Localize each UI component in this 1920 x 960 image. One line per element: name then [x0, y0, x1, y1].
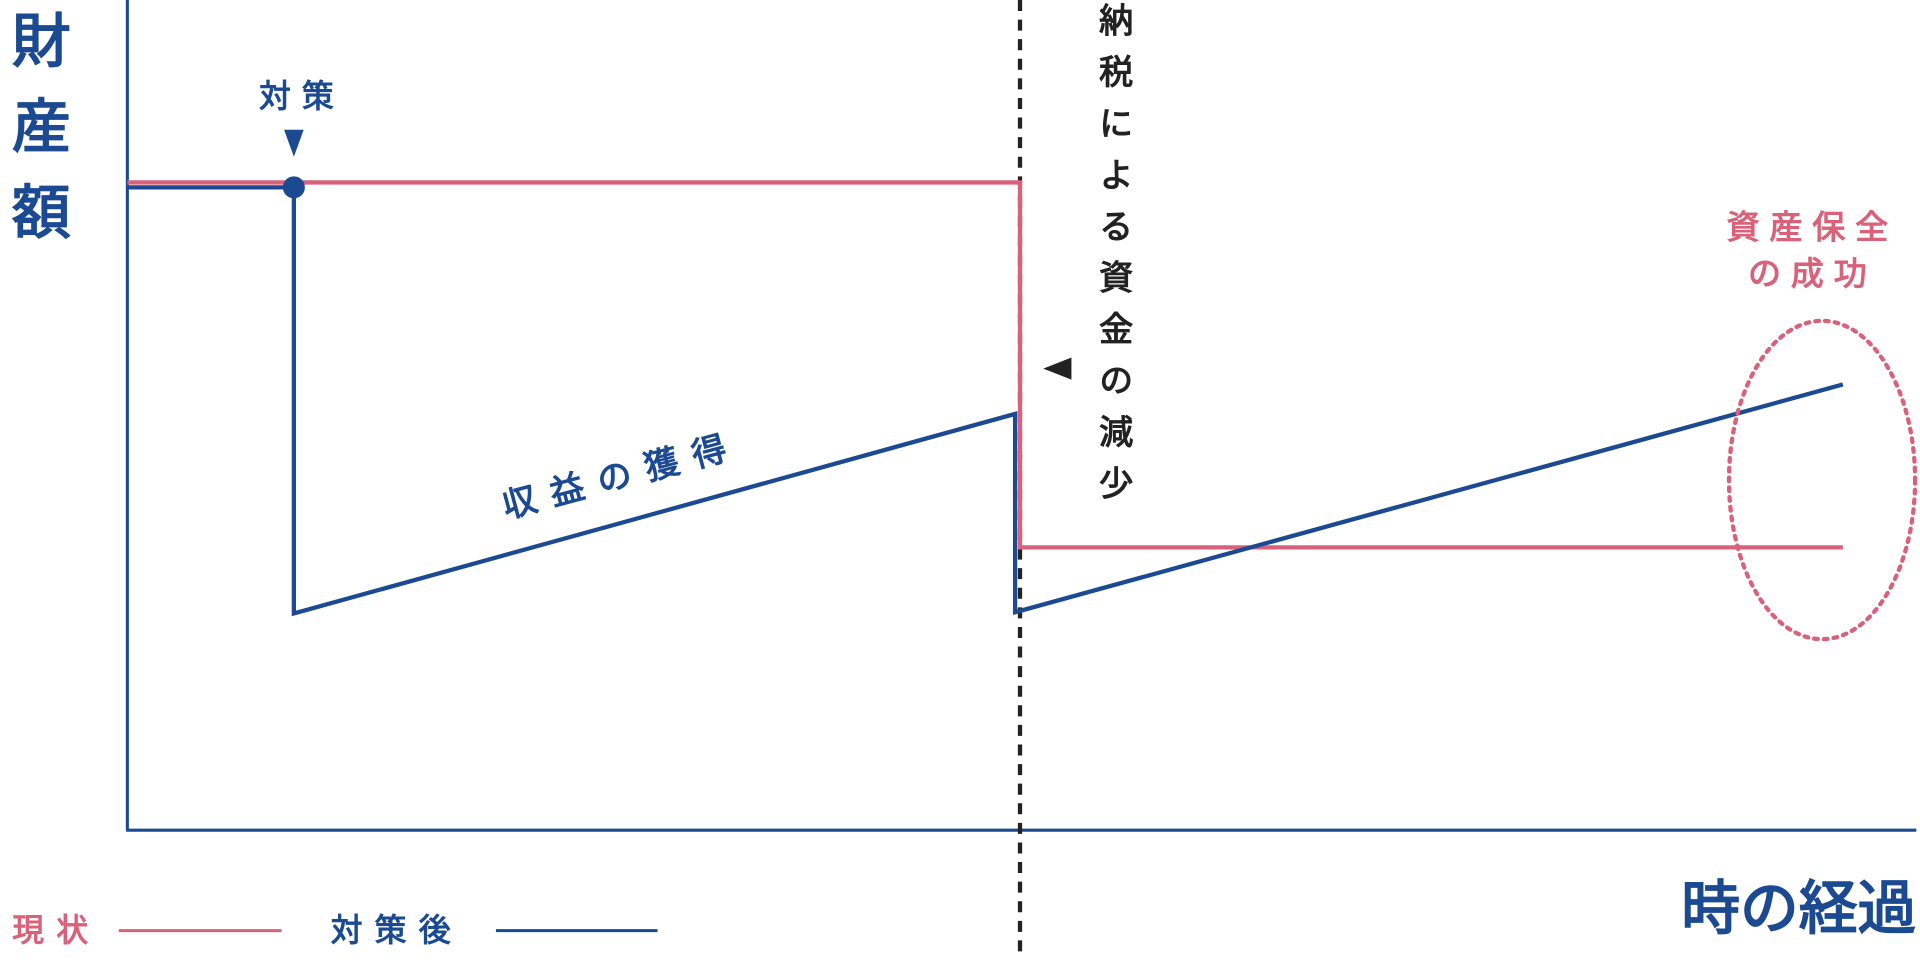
x-axis-label: 時の経過: [1681, 873, 1916, 942]
success-label: 資産保全: [1727, 207, 1898, 246]
legend-label: 現状: [12, 911, 100, 949]
success-ellipse: [1726, 318, 1918, 642]
tax-arrow: [1043, 357, 1072, 380]
measure-arrow: [284, 129, 304, 157]
y-axis-label: 財産額: [2, 10, 71, 267]
income-label: 収益の獲得: [498, 425, 745, 527]
measure-point: [282, 176, 305, 199]
legend-label: 対策後: [331, 911, 463, 949]
after-line: [127, 185, 1844, 617]
measure-label: 対 策: [259, 77, 334, 115]
current-line: [127, 180, 1843, 550]
success-label: の成功: [1748, 254, 1877, 293]
tax-label: 納税による資金の減少: [1092, 2, 1133, 516]
